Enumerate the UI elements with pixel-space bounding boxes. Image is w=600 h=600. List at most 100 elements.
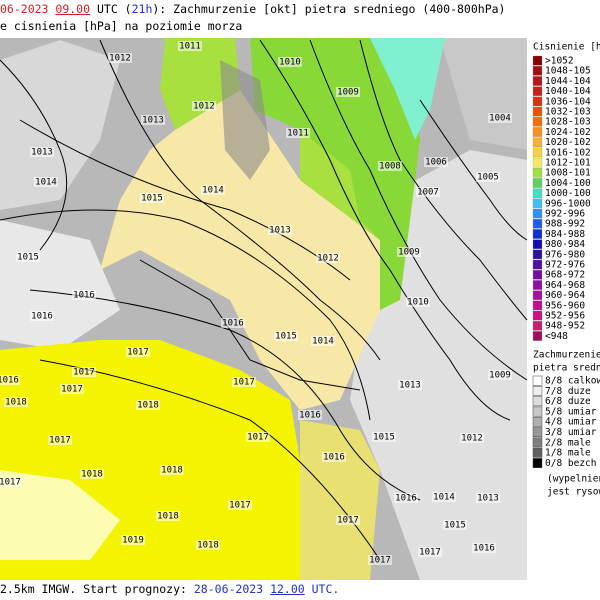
legend-swatch [532,458,543,468]
isobar-label: 1016 [0,376,19,386]
isobar-label: 1004 [489,114,511,124]
header-line1: 06-2023 09.00 UTC (21h): Zachmurzenie [o… [0,2,505,16]
label-box [378,161,402,171]
isobar-label: 1012 [193,102,215,112]
start-date: 28-06-2023 [193,582,264,596]
isobar-label: 1017 [61,385,83,395]
label-box [0,477,22,487]
isobar-label: 1010 [279,58,301,68]
legend-swatch [532,280,543,290]
legend-label: 1020-102 [545,137,591,148]
legend-swatch [532,447,543,458]
label-box [322,452,346,462]
pressure-fill [300,130,380,240]
label-box [156,511,180,521]
pressure-fill [300,420,380,580]
isobar-label: 1017 [49,436,71,446]
isobar-label: 1017 [233,378,255,388]
label-box [336,87,360,97]
utc: UTC. [311,582,340,596]
label-box [72,367,96,377]
isobar-label: 1007 [417,188,439,198]
isobar-label: 1014 [35,178,57,188]
label-box [80,469,104,479]
legend-label: 3/8 umiar [545,427,597,438]
legend-label: 992-996 [545,209,585,220]
isobars [0,39,528,561]
isobar-label: 1017 [0,478,21,488]
legend-label: 8/8 calkow [545,376,600,387]
isobar-label: 1013 [269,226,291,236]
isobar-label: 1017 [73,368,95,378]
isobar-label: 1016 [31,312,53,322]
isobar-label: 1016 [222,319,244,329]
legend-label: 1040-104 [545,86,591,97]
label-box [336,515,360,525]
legend-label: 1000-100 [545,188,591,199]
isobar-label: 1005 [477,173,499,183]
legend-label: 996-1000 [545,198,591,209]
label-box [178,41,202,51]
label-box [16,252,40,262]
legend-swatch [532,331,543,341]
label-box [246,432,270,442]
legend-label: 964-968 [545,280,585,291]
legend-title: Cisnienie [hP [533,42,600,53]
label-box [141,115,165,125]
isobar-label: 1011 [287,129,309,139]
label-box [298,410,322,420]
isobar-label: 1017 [229,501,251,511]
isobar-label: 1018 [197,541,219,551]
isobar-label: 1014 [433,493,455,503]
legend-swatch [532,310,543,321]
legend-swatch [532,396,543,407]
legend-swatch [532,137,543,147]
legend-swatch [532,188,543,198]
legend-swatch [532,127,543,137]
label-box [48,435,72,445]
label-box [432,492,456,502]
isobar-label: 1017 [419,548,441,558]
isobar-label: 1013 [399,381,421,391]
isobar-label: 1016 [395,494,417,504]
label-box [268,225,292,235]
isobar [359,39,528,321]
legend-swatch [532,147,543,158]
legend: Cisnienie [hP >10521048-1051044-1041040-1… [532,42,600,498]
legend-label: 4/8 umiar [545,417,597,428]
isobar-label: 1016 [299,411,321,421]
isobar-label: 1018 [5,398,27,408]
isobar-label: 1012 [109,54,131,64]
label-box [476,493,500,503]
legend-label: 6/8 duze [545,396,591,407]
isobar-label: 1015 [444,521,466,531]
legend-swatch [532,406,543,417]
label-box [472,543,496,553]
isobar-label: 1015 [275,332,297,342]
text: UTC ( [96,2,132,16]
isobar [19,119,351,281]
isobar-label: 1018 [157,512,179,522]
isobar-label: 1013 [142,116,164,126]
legend-swatch [532,76,543,86]
label-box [228,500,252,510]
isobar-label: 1012 [317,254,339,264]
pressure-fill-1004 [370,38,445,140]
start-time: 12.00 [270,582,305,596]
isobar [39,359,381,561]
legend-label: 980-984 [545,239,585,250]
border [139,259,361,391]
legend-title: Zachmurzenie [533,350,600,361]
cloud-area [0,470,120,560]
legend-swatch [532,198,543,209]
label-box [274,331,298,341]
label-box [406,297,430,307]
label-box [60,384,84,394]
legend-label: 956-960 [545,300,585,311]
legend-swatch [532,55,543,66]
isobar [29,289,421,501]
label-box [232,377,256,387]
cloud-area [0,40,120,210]
isobar-label: 1015 [17,253,39,263]
